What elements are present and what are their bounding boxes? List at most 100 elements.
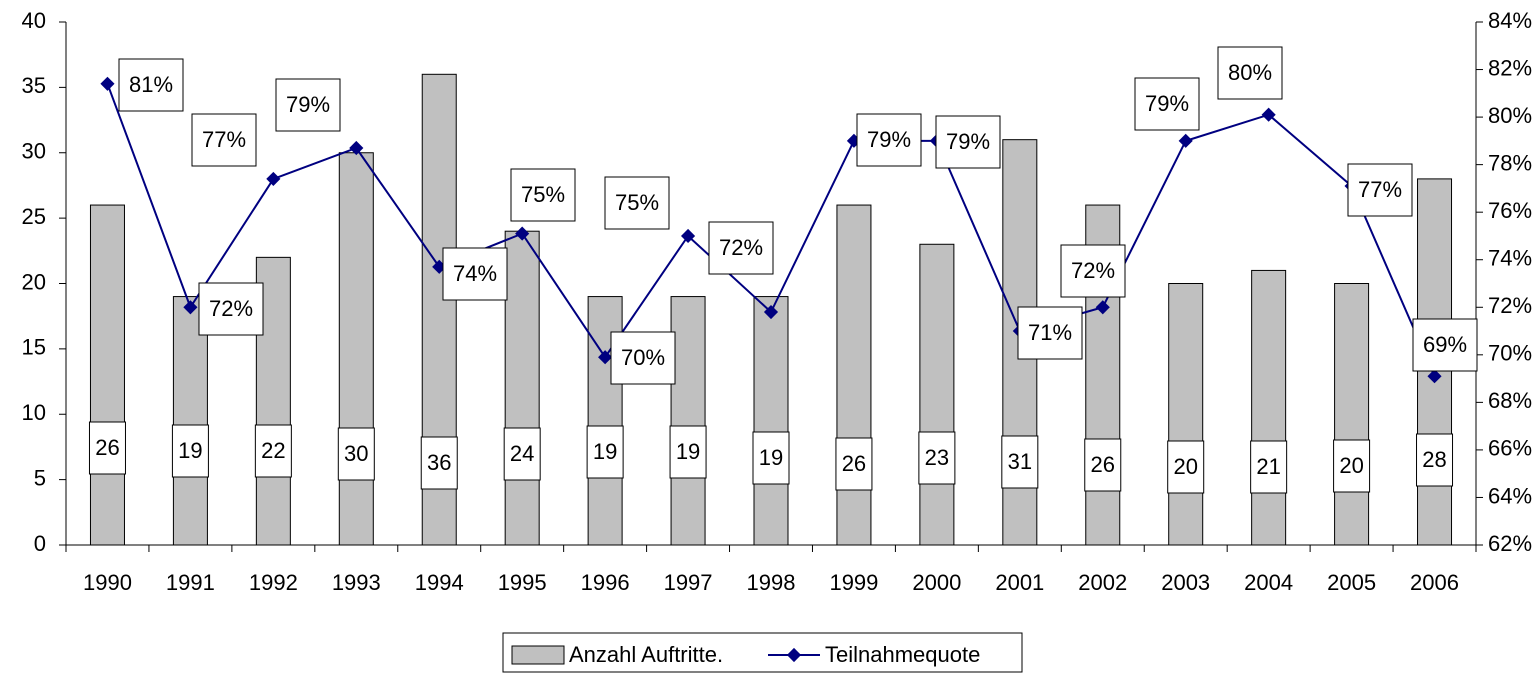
x-tick-label: 2003 — [1161, 570, 1210, 595]
line-label-box — [1217, 46, 1283, 100]
bar — [172, 296, 208, 546]
line-label: 69% — [1423, 332, 1467, 357]
marker — [349, 140, 364, 156]
line-label: 72% — [209, 296, 253, 321]
bar — [919, 243, 955, 546]
bar-label: 31 — [1008, 449, 1032, 474]
legend-label: Anzahl Auftritte. — [569, 642, 723, 667]
bar-label-box — [1333, 439, 1371, 493]
y2-tick-label: 62% — [1488, 531, 1532, 556]
marker — [598, 350, 613, 365]
bar — [1334, 283, 1370, 546]
y2-tick-label: 76% — [1488, 198, 1532, 223]
y-tick-label: 25 — [22, 204, 46, 229]
x-tick-label: 2002 — [1078, 570, 1127, 595]
bar — [89, 204, 125, 546]
line-label: 72% — [719, 235, 763, 260]
line-label-box — [1017, 306, 1083, 360]
bar-label: 26 — [842, 451, 866, 476]
bar — [1251, 269, 1287, 546]
y2-tick-label: 68% — [1488, 388, 1532, 413]
y2-tick-label: 84% — [1488, 8, 1532, 33]
bar-label-box — [1416, 433, 1454, 487]
y-tick-label: 30 — [22, 139, 46, 164]
line-label: 74% — [453, 261, 497, 286]
bar — [1168, 283, 1204, 546]
marker — [1261, 107, 1276, 122]
bar-label: 19 — [676, 439, 700, 464]
line-label-box — [442, 247, 508, 301]
line-label: 77% — [202, 127, 246, 152]
y-tick-label: 5 — [34, 465, 46, 490]
x-tick-label: 2005 — [1327, 570, 1376, 595]
y2-tick-label: 80% — [1488, 103, 1532, 128]
bar — [670, 296, 706, 546]
line-label-box — [510, 168, 576, 222]
bar-label-box — [752, 431, 790, 485]
legend-label: Teilnahmequote — [825, 642, 980, 667]
y-tick-label: 10 — [22, 400, 46, 425]
line-label: 70% — [621, 345, 665, 370]
bar-label: 26 — [95, 435, 119, 460]
marker — [266, 171, 281, 186]
x-tick-label: 1995 — [498, 570, 547, 595]
y2-tick-label: 72% — [1488, 293, 1532, 318]
marker — [183, 300, 198, 315]
bar — [753, 296, 789, 546]
y2-tick-label: 74% — [1488, 246, 1532, 271]
line-label-box — [198, 282, 264, 336]
line-label-box — [708, 221, 774, 275]
x-tick-label: 1998 — [747, 570, 796, 595]
bar-label: 30 — [344, 441, 368, 466]
line-label: 77% — [1358, 177, 1402, 202]
bar-label-box — [337, 427, 375, 481]
y2-tick-label: 70% — [1488, 341, 1532, 366]
bar-label-box — [669, 425, 707, 479]
x-tick-label: 2004 — [1244, 570, 1293, 595]
bar-label-box — [88, 421, 126, 475]
x-tick-label: 1997 — [664, 570, 713, 595]
marker — [763, 304, 779, 320]
bar-label-box — [503, 427, 541, 481]
line-label-box — [1134, 77, 1200, 131]
bar-label: 19 — [178, 438, 202, 463]
marker — [1427, 369, 1442, 384]
line-label: 80% — [1228, 60, 1272, 85]
bar-label: 36 — [427, 450, 451, 475]
bar-label-box — [1084, 438, 1122, 492]
y2-tick-label: 66% — [1488, 436, 1532, 461]
bar-label-box — [1250, 440, 1288, 494]
line-label: 75% — [615, 190, 659, 215]
x-tick-label: 1992 — [249, 570, 298, 595]
bar-label-box — [254, 424, 292, 478]
x-tick-label: 1993 — [332, 570, 381, 595]
bar-label: 19 — [759, 445, 783, 470]
marker — [1178, 133, 1193, 148]
y-tick-label: 40 — [22, 8, 46, 33]
bar-label-box — [586, 425, 624, 479]
x-tick-label: 1999 — [829, 570, 878, 595]
bar — [504, 230, 540, 546]
bar-label: 26 — [1091, 452, 1115, 477]
bar-label: 28 — [1422, 447, 1446, 472]
line-label-box — [191, 113, 257, 167]
x-tick-label: 2001 — [995, 570, 1044, 595]
line-label: 79% — [867, 127, 911, 152]
bar-label: 20 — [1173, 454, 1197, 479]
legend-swatch — [511, 645, 565, 665]
line-label-box — [1347, 163, 1413, 217]
line-label-box — [935, 115, 1001, 169]
bar-label: 23 — [925, 445, 949, 470]
y2-tick-label: 78% — [1488, 150, 1532, 175]
bar-label: 21 — [1256, 454, 1280, 479]
line-label: 75% — [521, 182, 565, 207]
line-label-box — [118, 58, 184, 112]
y-tick-label: 0 — [34, 531, 46, 556]
y-tick-label: 20 — [22, 269, 46, 294]
x-tick-label: 2006 — [1410, 570, 1459, 595]
bar-label: 24 — [510, 441, 534, 466]
bar-label-box — [1167, 440, 1205, 494]
y2-tick-label: 82% — [1488, 55, 1532, 80]
line-label-box — [610, 331, 676, 385]
